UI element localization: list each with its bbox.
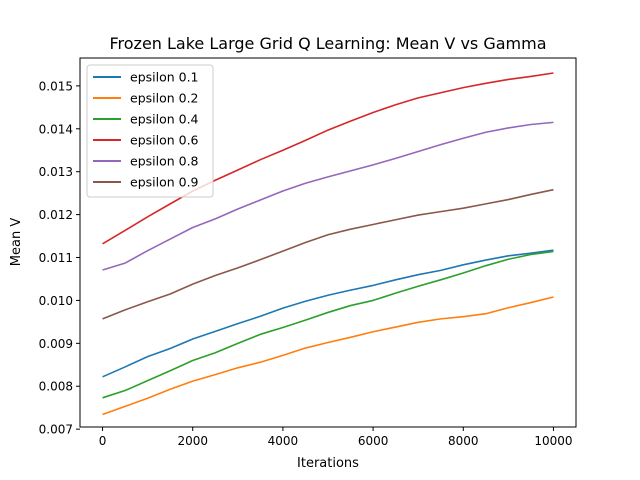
x-tick-label: 2000 — [177, 434, 208, 448]
plot-frame — [79, 57, 577, 428]
legend-label: epsilon 0.1 — [130, 70, 199, 85]
y-tick-label: 0.014 — [39, 122, 73, 136]
y-tick-label: 0.012 — [39, 208, 73, 222]
legend-label: epsilon 0.6 — [130, 133, 199, 148]
plot-lines — [102, 72, 554, 416]
y-tick-label: 0.010 — [39, 294, 73, 308]
y-tick-label: 0.013 — [39, 165, 73, 179]
y-tick-label: 0.011 — [39, 251, 73, 265]
series-line-6 — [102, 188, 554, 320]
legend: epsilon 0.1 epsilon 0.2 epsilon 0.4 epsilon… — [86, 64, 214, 198]
x-tick-label: 10000 — [534, 434, 572, 448]
y-tick-label: 0.008 — [39, 380, 73, 394]
legend-label: epsilon 0.8 — [130, 154, 199, 169]
x-tick-label: 4000 — [268, 434, 299, 448]
chart-title: Frozen Lake Large Grid Q Learning: Mean … — [109, 34, 546, 53]
series-line-4 — [102, 72, 554, 245]
series-line-5 — [102, 121, 554, 271]
y-tick-label: 0.007 — [39, 423, 73, 437]
x-axis-label: Iterations — [297, 456, 359, 471]
series-line-1 — [102, 249, 554, 378]
series-line-2 — [102, 296, 554, 416]
x-tick-label: 8000 — [448, 434, 479, 448]
y-tick-label: 0.009 — [39, 337, 73, 351]
legend-label: epsilon 0.9 — [130, 175, 199, 190]
legend-label: epsilon 0.4 — [130, 112, 199, 127]
x-tick-label: 6000 — [358, 434, 389, 448]
y-axis-label: Mean V — [9, 218, 24, 267]
y-tick-label: 0.015 — [39, 79, 73, 93]
y-axis-ticks: 0.007 0.008 0.009 0.010 0.011 0.012 0.013 0.014… — [39, 79, 80, 437]
x-tick-label: 0 — [99, 434, 107, 448]
x-axis-ticks: 0 2000 4000 6000 8000 10000 — [99, 427, 573, 448]
series-line-3 — [102, 250, 554, 399]
legend-label: epsilon 0.2 — [130, 91, 199, 106]
